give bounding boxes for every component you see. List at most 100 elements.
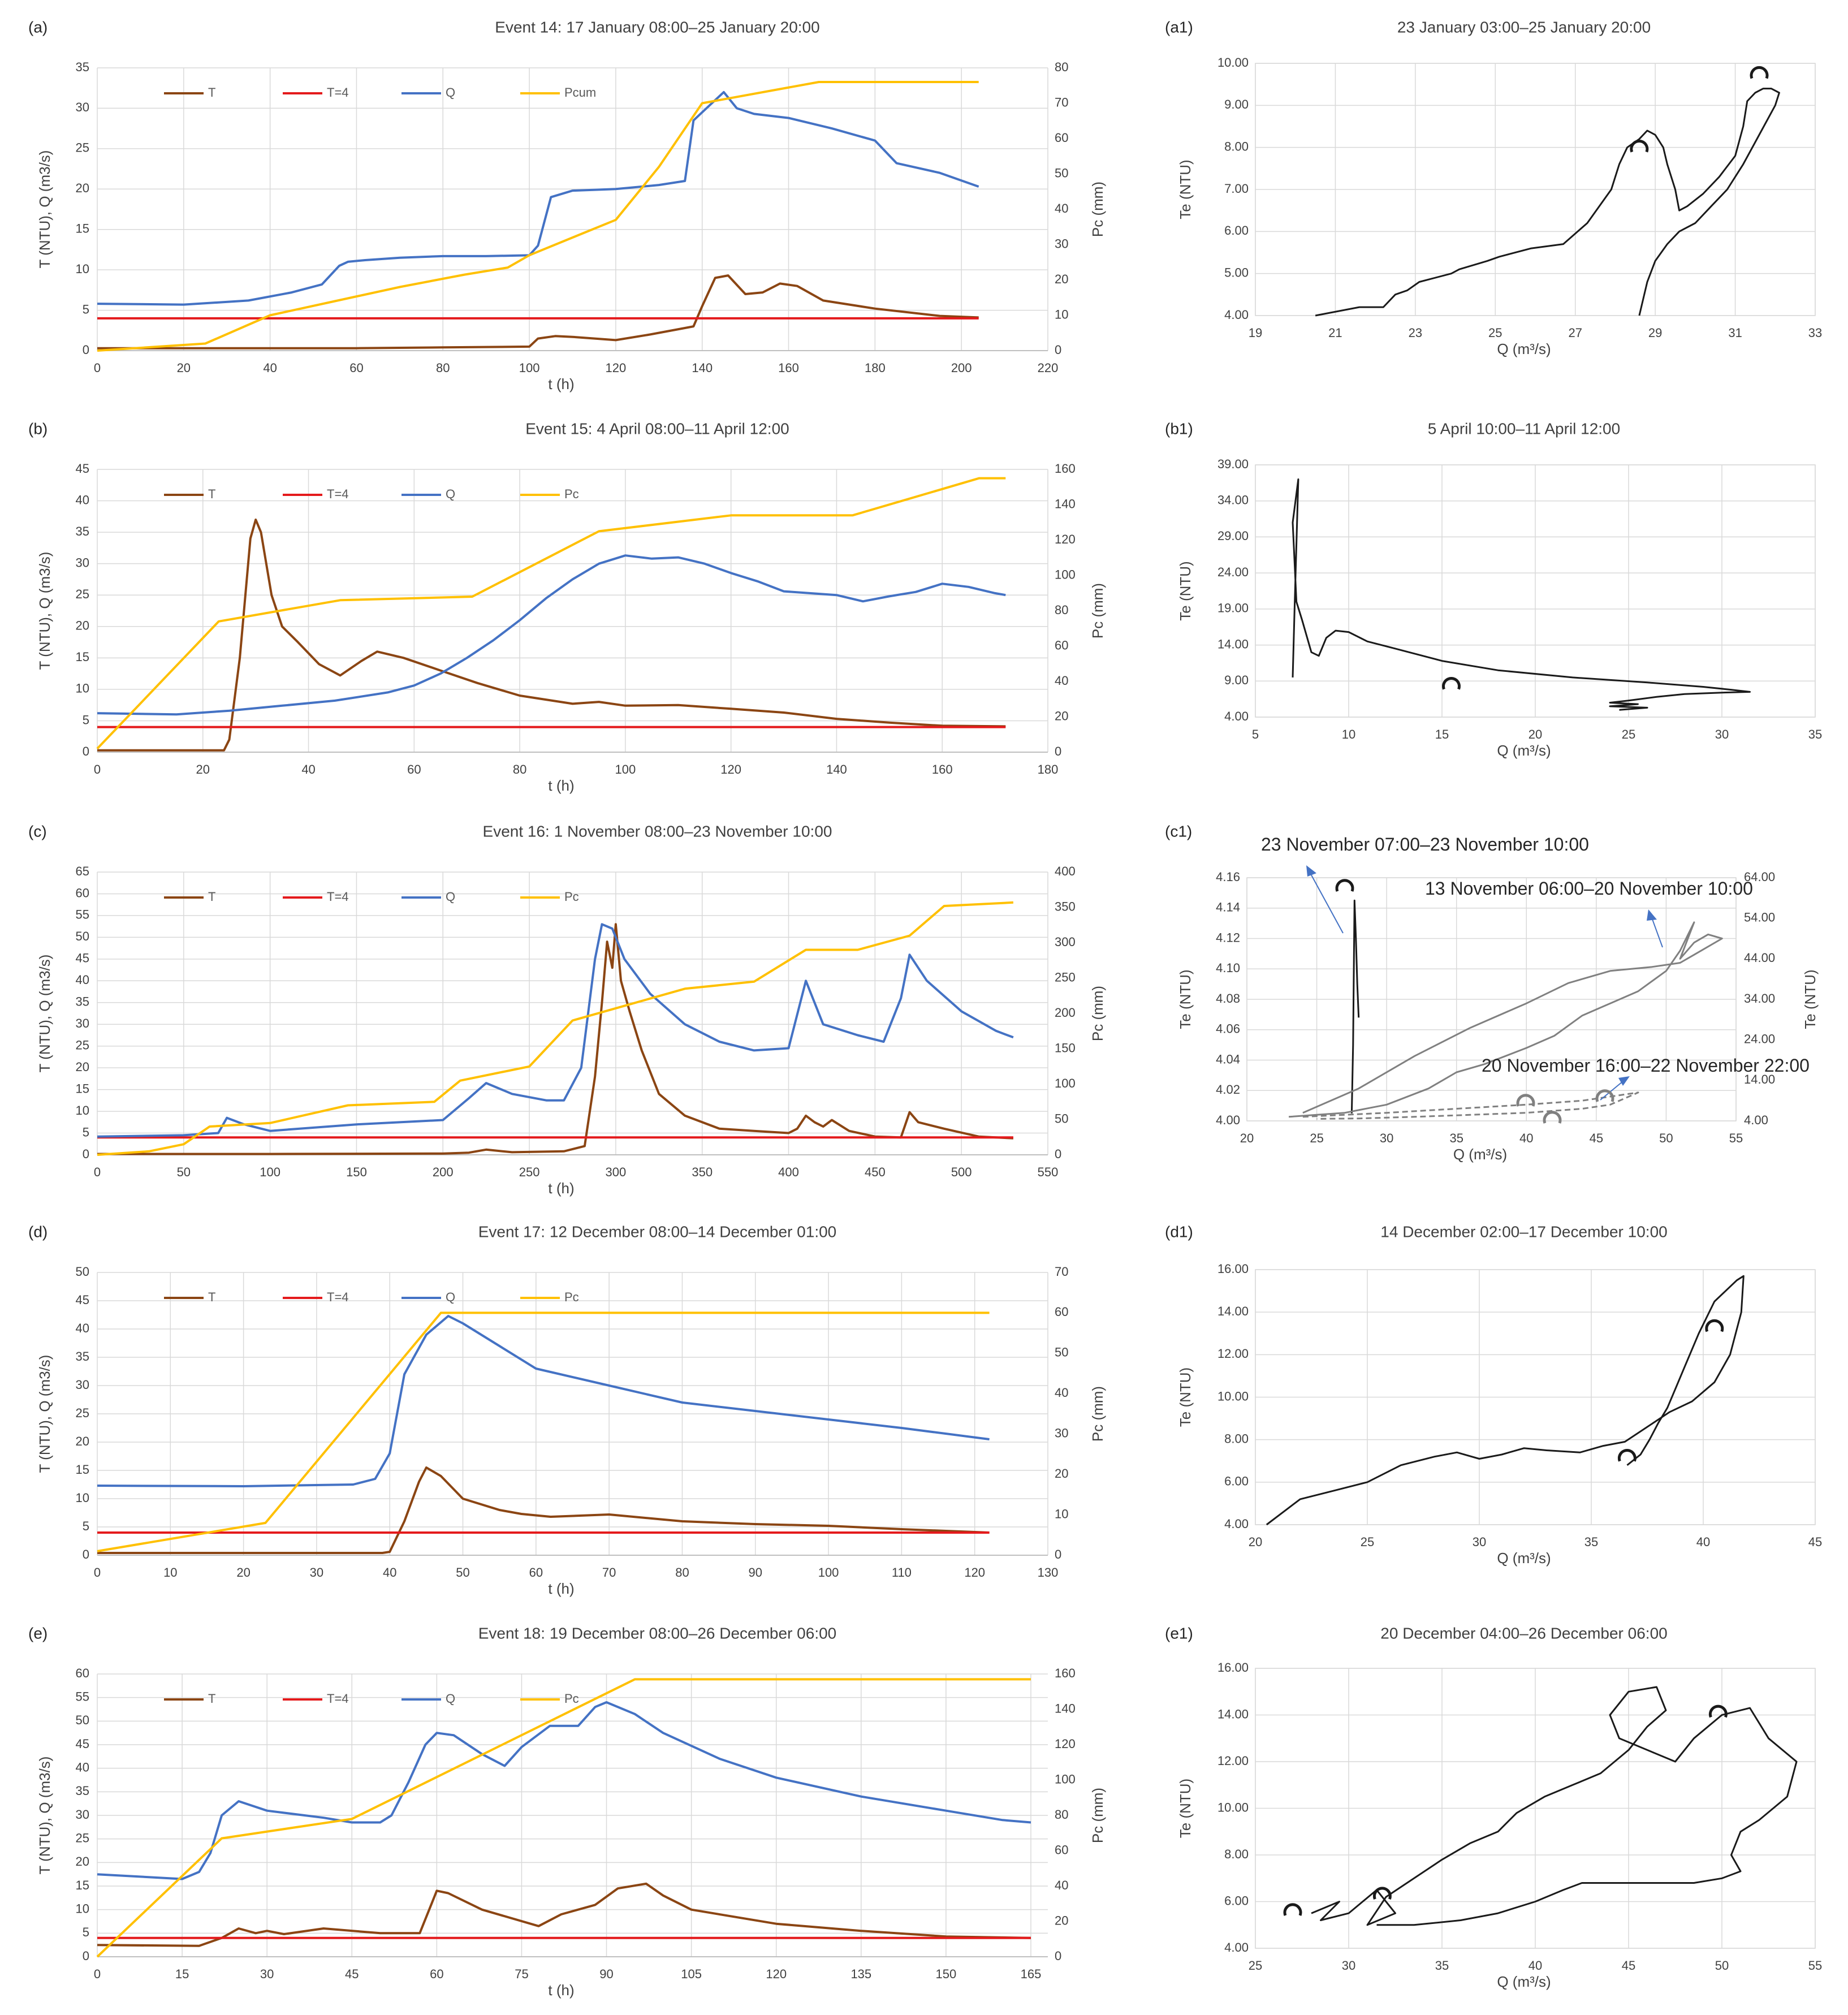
x-tick-label: 40 [1696, 1535, 1710, 1549]
y-tick-label: 10 [76, 681, 89, 696]
x-tick-label: 150 [346, 1165, 367, 1179]
series-line-Pcum [97, 81, 979, 352]
x-tick-label: 35 [1449, 1131, 1463, 1145]
y2-axis-label: Pc (mm) [1089, 583, 1106, 638]
legend-label: Pcum [564, 85, 596, 100]
y-tick-label: 25 [76, 1831, 89, 1845]
y-tick-label: 4.00 [1224, 308, 1249, 322]
y-tick-label: 40 [76, 973, 89, 987]
y-tick-label: 4.10 [1216, 961, 1240, 975]
x-tick-label: 180 [1038, 762, 1059, 776]
x-tick-label: 130 [1038, 1565, 1059, 1580]
x-tick-label: 25 [1622, 727, 1635, 741]
y-tick-label: 30 [76, 1378, 89, 1392]
x-tick-label: 140 [692, 361, 713, 375]
y-tick-label: 14.00 [1217, 1707, 1249, 1721]
y-tick-label: 60 [76, 886, 89, 900]
x-tick-label: 80 [513, 762, 526, 776]
y-axis-label: T (NTU), Q (m3/s) [36, 150, 53, 269]
chart-title: Event 15: 4 April 08:00–11 April 12:00 [525, 420, 789, 437]
x-tick-label: 60 [407, 762, 421, 776]
series-line-Pc [97, 1311, 990, 1552]
x-tick-label: 40 [263, 361, 277, 375]
y-tick-label: 4.12 [1216, 930, 1240, 944]
y2-tick-label: 80 [1055, 60, 1068, 74]
x-axis-label: t (h) [548, 1982, 574, 1999]
x-tick-label: 29 [1648, 326, 1662, 340]
x-tick-label: 45 [345, 1967, 359, 1981]
y-tick-label: 10 [76, 262, 89, 276]
x-tick-label: 120 [720, 762, 741, 776]
x-tick-label: 0 [94, 1967, 101, 1981]
x-tick-label: 160 [778, 361, 799, 375]
hysteresis-loop [1288, 921, 1723, 1118]
y2-tick-label: 70 [1055, 1265, 1068, 1279]
chart-title: Event 16: 1 November 08:00–23 November 1… [483, 822, 832, 840]
x-tick-label: 20 [236, 1565, 250, 1580]
y2-tick-label: 60 [1055, 638, 1068, 652]
x-tick-label: 165 [1021, 1967, 1042, 1981]
y-tick-label: 25 [76, 141, 89, 155]
y-tick-label: 20 [76, 1854, 89, 1869]
y-tick-label: 20 [76, 1434, 89, 1448]
y-tick-label: 19.00 [1217, 601, 1249, 615]
series-line-Pc [96, 477, 1006, 750]
y-tick-label: 4.02 [1216, 1082, 1240, 1097]
y2-tick-label: 60 [1055, 1305, 1068, 1319]
annotation-arrow-head [1306, 865, 1316, 877]
y-tick-label: 40 [76, 1760, 89, 1774]
y2-tick-label: 200 [1055, 1006, 1076, 1020]
chart-title: Event 14: 17 January 08:00–25 January 20… [495, 18, 819, 36]
y2-axis-label: Pc (mm) [1089, 182, 1106, 237]
y-axis-label: T (NTU), Q (m3/s) [36, 1355, 53, 1473]
y-tick-label: 35 [76, 524, 89, 538]
annotation-label: 20 November 16:00–22 November 22:00 [1482, 1055, 1810, 1076]
y2-tick-label: 0 [1055, 744, 1061, 758]
y-tick-label: 5 [83, 1125, 89, 1139]
legend-label: Pc [564, 1692, 579, 1706]
x-tick-label: 105 [681, 1967, 702, 1981]
y2-tick-label: 4.00 [1744, 1113, 1768, 1127]
hysteresis-direction-icon [1283, 1903, 1302, 1916]
hysteresis-chart-0: (a1) 23 January 03:00–25 January 20:00 19 2… [1165, 18, 1822, 357]
y2-tick-label: 140 [1055, 497, 1076, 511]
y2-tick-label: 20 [1055, 1466, 1068, 1481]
y2-tick-label: 64.00 [1744, 870, 1775, 884]
y-tick-label: 10.00 [1217, 55, 1249, 70]
series-line-Q [97, 1315, 990, 1487]
y-tick-label: 55 [76, 908, 89, 922]
x-axis-label: t (h) [548, 1580, 574, 1597]
x-tick-label: 80 [436, 361, 450, 375]
legend-label: T [208, 890, 215, 904]
series-line-T [97, 518, 1006, 752]
y2-tick-label: 20 [1055, 272, 1068, 286]
legend-label: T [208, 85, 215, 100]
x-tick-label: 5 [1252, 727, 1259, 741]
legend-label: Q [446, 85, 455, 100]
x-tick-label: 19 [1249, 326, 1262, 340]
y-tick-label: 5.00 [1224, 265, 1249, 279]
y-tick-label: 34.00 [1217, 493, 1249, 507]
legend-label: T=4 [327, 890, 349, 904]
y-axis-label: Te (NTU) [1177, 969, 1194, 1029]
chart-title: 5 April 10:00–11 April 12:00 [1428, 420, 1620, 437]
x-tick-label: 220 [1038, 361, 1059, 375]
panel-label: (e) [28, 1624, 48, 1642]
x-tick-label: 0 [94, 762, 101, 776]
legend-label: T=4 [327, 1692, 349, 1706]
x-tick-label: 30 [1473, 1535, 1486, 1549]
x-tick-label: 100 [260, 1165, 280, 1179]
y-tick-label: 29.00 [1217, 529, 1249, 543]
y2-tick-label: 50 [1055, 1345, 1068, 1360]
y2-tick-label: 100 [1055, 567, 1076, 581]
y-tick-label: 4.06 [1216, 1022, 1240, 1036]
y-tick-label: 9.00 [1224, 97, 1249, 111]
y-tick-label: 10 [76, 1901, 89, 1915]
legend-label: Pc [564, 487, 579, 501]
y-tick-label: 10.00 [1217, 1800, 1249, 1814]
x-tick-label: 500 [951, 1165, 972, 1179]
x-tick-label: 70 [602, 1565, 616, 1580]
x-tick-label: 350 [692, 1165, 713, 1179]
y2-tick-label: 160 [1055, 1666, 1076, 1680]
